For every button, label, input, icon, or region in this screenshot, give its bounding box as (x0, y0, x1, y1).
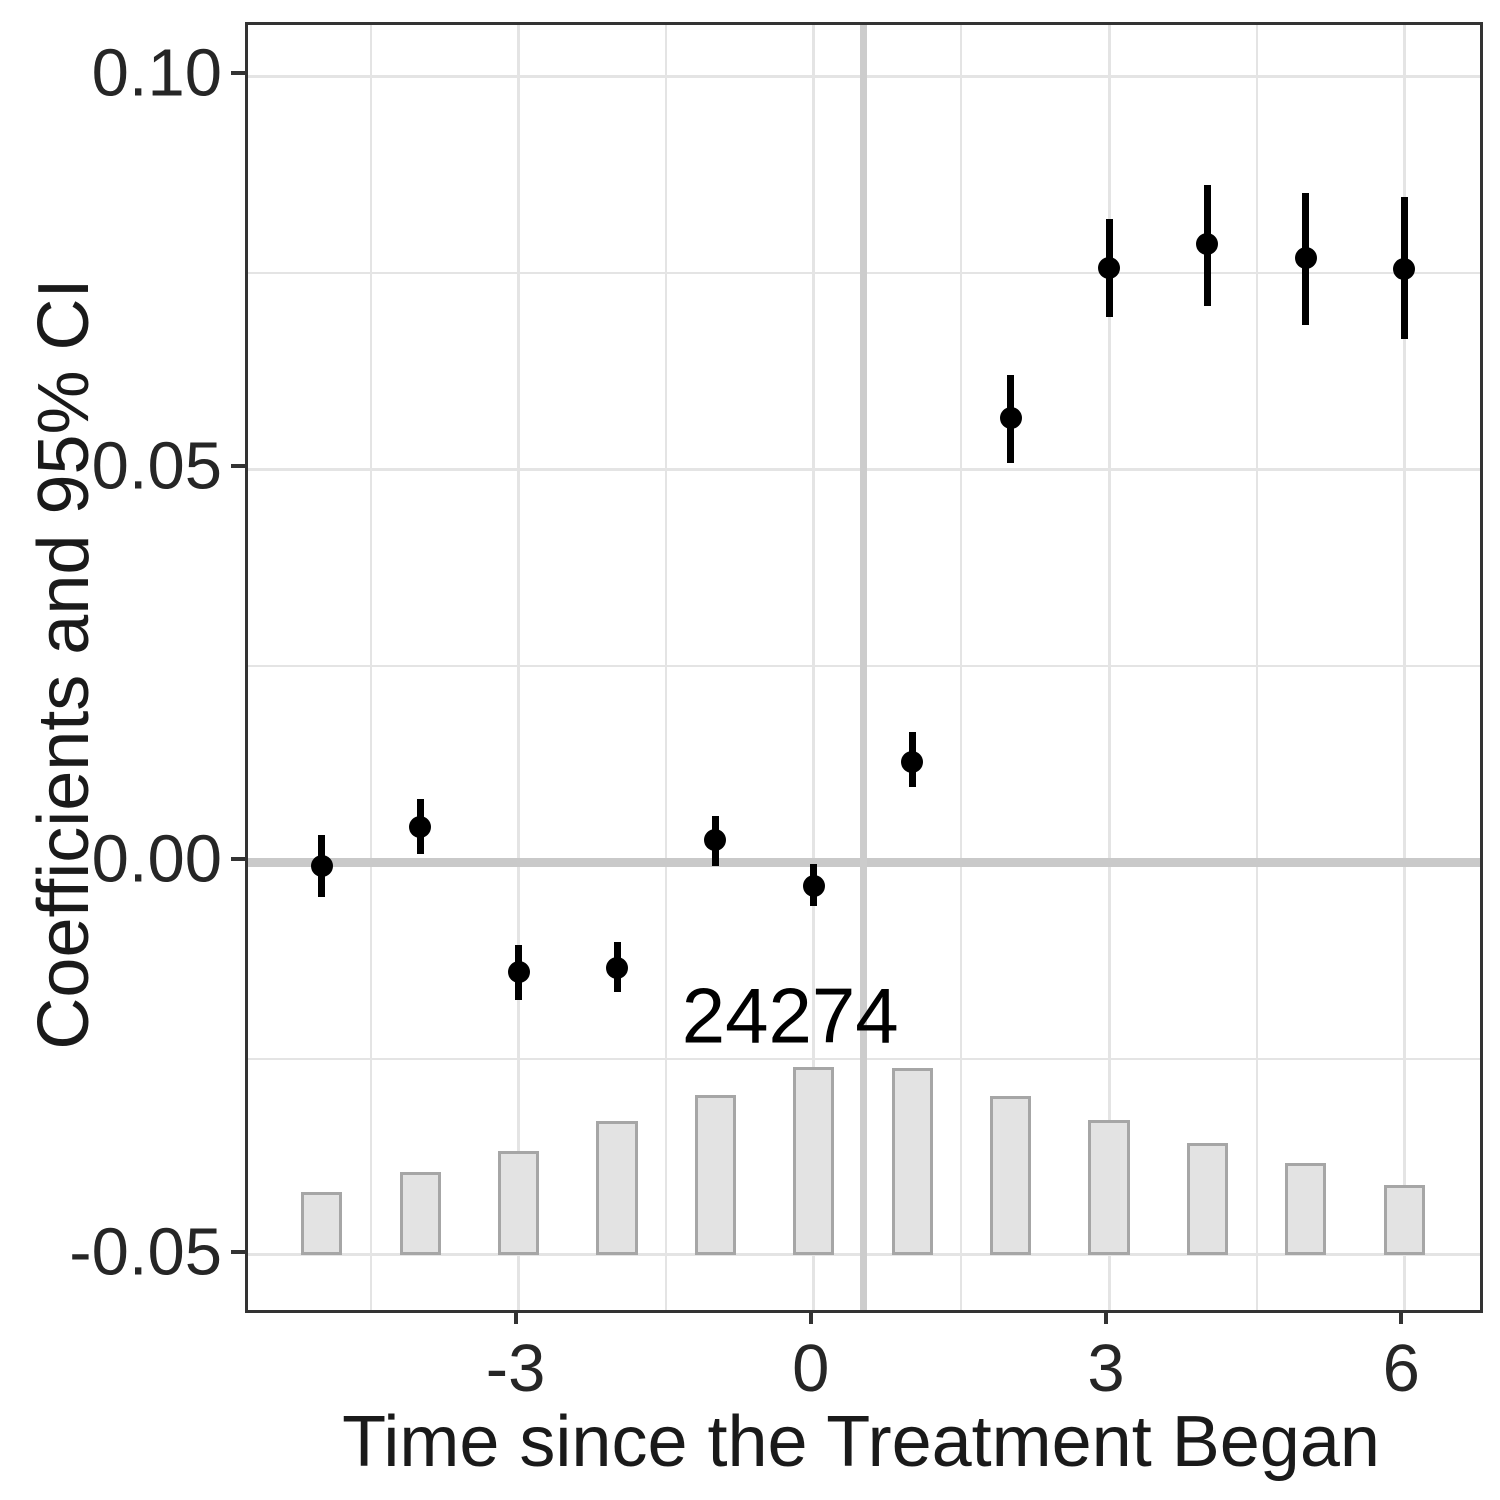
obs-count-bar (793, 1067, 835, 1255)
point-estimate (1098, 256, 1121, 279)
obs-count-bar (399, 1171, 441, 1255)
obs-count-bar (596, 1120, 638, 1255)
x-tick-label: 3 (1087, 1331, 1125, 1406)
x-minor-gridline (1255, 25, 1258, 1310)
x-axis-title: Time since the Treatment Began (342, 1402, 1380, 1482)
x-axis-tick (1399, 1310, 1404, 1324)
y-tick-label: 0.00 (91, 821, 222, 897)
point-estimate (1196, 233, 1219, 256)
obs-count-bar (1088, 1120, 1130, 1255)
point-estimate (704, 829, 727, 851)
obs-count-bar (301, 1191, 343, 1255)
x-axis-tick (808, 1310, 813, 1324)
obs-count-bar (694, 1094, 737, 1255)
y-tick-label: -0.05 (69, 1214, 222, 1290)
point-estimate (606, 957, 628, 980)
treatment-start-line (859, 25, 867, 1310)
y-axis-tick (231, 857, 245, 862)
x-minor-gridline (665, 25, 668, 1310)
obs-count-bar (989, 1095, 1032, 1255)
max-count-annotation: 24274 (681, 971, 899, 1060)
y-axis-title: Coefficients and 95% CI (24, 278, 104, 1050)
x-minor-gridline (960, 25, 963, 1310)
obs-count-bar (1383, 1184, 1425, 1255)
y-axis-tick (231, 464, 245, 469)
point-estimate (901, 751, 924, 774)
point-estimate (999, 406, 1022, 429)
x-major-gridline (1402, 25, 1406, 1310)
x-tick-label: -3 (485, 1331, 546, 1406)
x-major-gridline (517, 25, 521, 1310)
x-minor-gridline (370, 25, 372, 1310)
x-major-gridline (1107, 25, 1111, 1310)
plot-panel (245, 22, 1483, 1313)
x-axis-tick (1104, 1310, 1109, 1324)
point-estimate (310, 854, 333, 877)
y-axis-tick (231, 71, 245, 76)
obs-count-bar (891, 1067, 933, 1255)
point-estimate (802, 874, 825, 897)
y-axis-tick (231, 1249, 245, 1254)
y-tick-label: 0.05 (91, 428, 222, 504)
point-estimate (1294, 247, 1317, 270)
x-major-gridline (812, 25, 816, 1310)
x-tick-label: 0 (792, 1331, 830, 1406)
point-estimate (409, 815, 432, 838)
x-tick-label: 6 (1382, 1331, 1420, 1406)
y-tick-label: 0.10 (91, 35, 222, 111)
point-estimate (1393, 257, 1416, 280)
obs-count-bar (1285, 1162, 1327, 1255)
x-axis-tick (513, 1310, 518, 1324)
obs-count-bar (1186, 1143, 1229, 1255)
point-estimate (507, 961, 530, 984)
obs-count-bar (497, 1150, 540, 1255)
